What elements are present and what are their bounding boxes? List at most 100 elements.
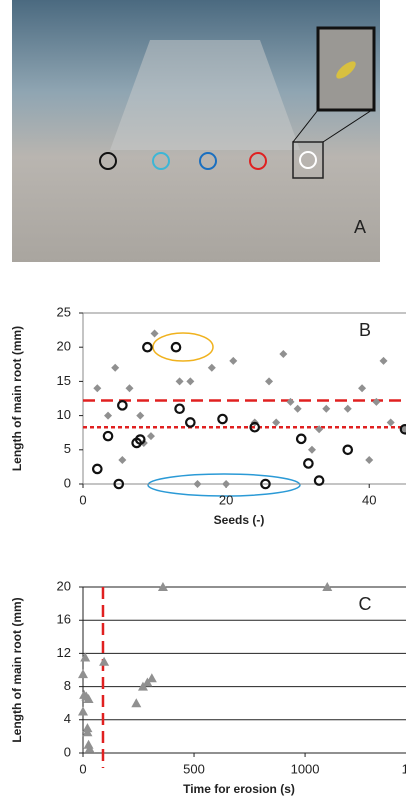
point bbox=[78, 669, 88, 679]
point bbox=[174, 403, 185, 415]
point bbox=[117, 400, 128, 411]
point bbox=[322, 404, 331, 413]
highlight-ellipse bbox=[152, 332, 214, 362]
point bbox=[372, 397, 381, 406]
point bbox=[142, 341, 153, 353]
marker-circle bbox=[199, 152, 217, 170]
point bbox=[401, 425, 406, 434]
y-axis-title: Length of main root (mm) bbox=[10, 597, 24, 742]
x-tick-label: 0 bbox=[79, 761, 86, 776]
point bbox=[249, 421, 261, 433]
y-tick-label: 8 bbox=[64, 678, 71, 693]
point bbox=[399, 423, 406, 435]
point bbox=[78, 706, 88, 716]
marker-circle bbox=[299, 151, 317, 169]
marker-circle bbox=[152, 152, 170, 170]
point bbox=[175, 377, 184, 386]
point bbox=[125, 384, 134, 393]
x-tick-label: 500 bbox=[183, 761, 205, 776]
zoom-line bbox=[322, 109, 373, 143]
point bbox=[146, 432, 155, 441]
plot: 0 4 8 12 16 20 0 500 1000 1500 Time for erosion (s… bbox=[10, 578, 406, 796]
x-tick-label: 1500 bbox=[402, 761, 406, 776]
point bbox=[186, 377, 195, 386]
x-axis-title: Time for erosion (s) bbox=[183, 782, 295, 796]
point bbox=[222, 480, 231, 488]
point bbox=[131, 698, 142, 708]
point bbox=[93, 384, 102, 393]
point bbox=[272, 418, 281, 427]
point bbox=[365, 456, 374, 465]
point bbox=[102, 430, 114, 442]
point bbox=[185, 417, 196, 428]
zoom-line bbox=[292, 109, 319, 143]
y-tick-label: 0 bbox=[64, 475, 71, 490]
point bbox=[295, 433, 307, 445]
y-tick-label: 10 bbox=[57, 407, 71, 422]
point bbox=[118, 456, 127, 465]
point bbox=[150, 329, 159, 338]
marker-circle bbox=[249, 152, 267, 170]
point bbox=[146, 673, 157, 683]
point bbox=[207, 363, 216, 372]
x-tick-label: 0 bbox=[79, 492, 86, 507]
point bbox=[80, 652, 91, 662]
point bbox=[99, 656, 110, 666]
point bbox=[134, 434, 146, 445]
y-axis-title: Length of main root (mm) bbox=[10, 326, 24, 471]
point bbox=[313, 475, 325, 486]
point bbox=[229, 356, 238, 365]
point bbox=[286, 397, 295, 406]
point bbox=[136, 411, 145, 420]
point bbox=[293, 404, 302, 413]
y-tick-label: 4 bbox=[64, 711, 71, 726]
panel-label: C bbox=[359, 594, 372, 614]
panel-label: A bbox=[354, 217, 366, 237]
point bbox=[265, 377, 274, 386]
y-tick-label: 12 bbox=[57, 645, 71, 660]
point bbox=[111, 363, 120, 372]
y-tick-label: 25 bbox=[57, 304, 71, 319]
x-tick-label: 40 bbox=[362, 492, 376, 507]
point bbox=[83, 694, 94, 704]
point bbox=[307, 445, 316, 454]
panel-label: B bbox=[359, 320, 371, 340]
channel bbox=[110, 40, 300, 150]
highlight-ellipse bbox=[147, 473, 301, 497]
seed bbox=[336, 61, 356, 79]
point bbox=[343, 404, 352, 413]
marker-circle bbox=[99, 152, 117, 170]
y-tick-label: 15 bbox=[57, 373, 71, 388]
point bbox=[170, 341, 182, 353]
point bbox=[92, 463, 103, 475]
point bbox=[379, 356, 388, 365]
point bbox=[322, 582, 333, 591]
y-tick-label: 20 bbox=[57, 578, 71, 593]
point bbox=[193, 480, 202, 488]
x-tick-label: 20 bbox=[219, 492, 233, 507]
plot-frame bbox=[82, 312, 406, 485]
point bbox=[342, 444, 354, 456]
y-tick-label: 16 bbox=[57, 612, 71, 627]
point bbox=[260, 478, 271, 490]
point bbox=[279, 350, 288, 359]
point bbox=[217, 413, 228, 425]
zoom-box bbox=[292, 141, 324, 179]
panel-a: A bbox=[12, 0, 380, 262]
point bbox=[157, 582, 168, 591]
point bbox=[104, 411, 113, 420]
point bbox=[315, 425, 324, 434]
point bbox=[84, 743, 95, 753]
plot: 0 5 10 15 20 25 0 20 40 Seeds (-) Length of main r… bbox=[10, 304, 406, 527]
point bbox=[82, 727, 93, 737]
y-tick-label: 20 bbox=[57, 339, 71, 354]
y-tick-label: 5 bbox=[64, 441, 71, 456]
point bbox=[303, 458, 314, 469]
point bbox=[386, 418, 395, 427]
point bbox=[358, 384, 367, 393]
point bbox=[113, 478, 125, 490]
x-axis-title: Seeds (-) bbox=[214, 513, 265, 527]
x-tick-label: 1000 bbox=[291, 761, 320, 776]
